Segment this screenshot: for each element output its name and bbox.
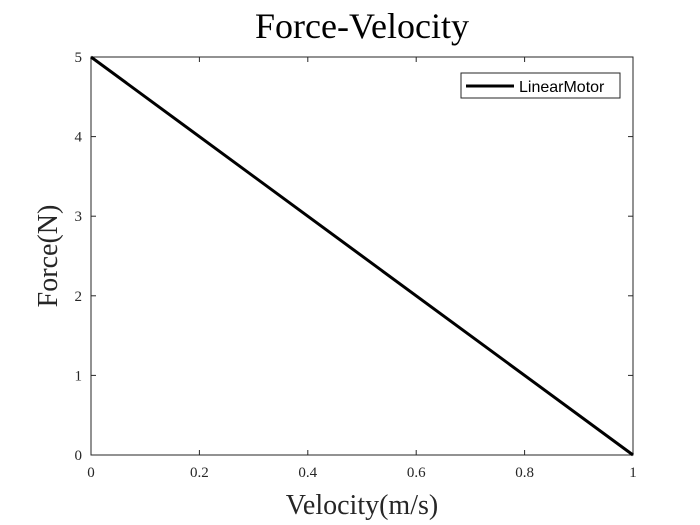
x-tick-label: 0.8 <box>515 465 534 481</box>
y-tick-label: 0 <box>75 448 83 464</box>
chart-title: Force-Velocity <box>255 6 469 46</box>
x-axis-label: Velocity(m/s) <box>286 490 438 521</box>
y-tick-label: 2 <box>75 289 83 305</box>
y-tick-label: 4 <box>75 130 83 146</box>
x-tick-label: 0.2 <box>190 465 209 481</box>
y-tick-label: 3 <box>75 209 83 225</box>
x-tick-label: 1 <box>629 465 637 481</box>
series-line-linearmotor <box>90 55 634 457</box>
y-axis-label: Force(N) <box>33 205 64 308</box>
x-tick-label: 0.6 <box>407 465 426 481</box>
x-tick-label: 0 <box>87 465 95 481</box>
y-tick-label: 1 <box>75 368 83 384</box>
x-tick-label: 0.4 <box>298 465 317 481</box>
legend: LinearMotor <box>460 72 621 99</box>
y-tick-label: 5 <box>75 50 83 66</box>
legend-label-linearmotor: LinearMotor <box>519 79 605 96</box>
